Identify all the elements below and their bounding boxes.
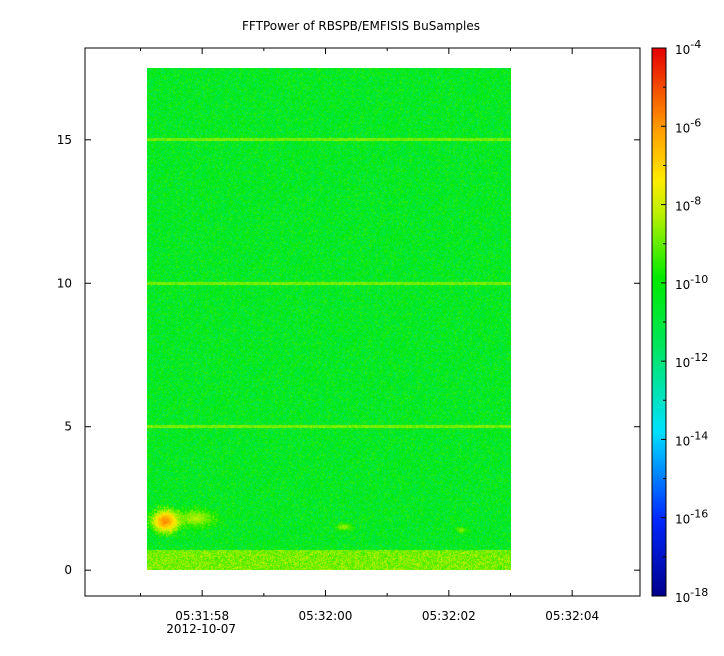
- chart-title: FFTPower of RBSPB/EMFISIS BuSamples: [242, 19, 480, 33]
- colorbar-area: [652, 48, 666, 596]
- y-tick-label: 10: [57, 276, 72, 290]
- y-tick-label: 0: [64, 563, 72, 577]
- x-tick-label: 05:32:04: [545, 609, 599, 623]
- x-tick-label: 05:32:02: [422, 609, 476, 623]
- x-tick-date-label: 2012-10-07: [166, 622, 236, 636]
- colorbar-axis: 10-4 10-6 10-8 10-10 10-12 10-14 10-16 10-18: [661, 38, 708, 605]
- colorbar-tick-label: 10-4: [675, 38, 701, 57]
- colorbar-gradient: [652, 48, 666, 596]
- x-tick-label: 05:31:58: [175, 609, 229, 623]
- colorbar-tick-label: 10-14: [675, 429, 708, 448]
- spectrogram-heatmap: [147, 68, 511, 570]
- y-tick-label: 15: [57, 133, 72, 147]
- colorbar-tick-label: 10-12: [675, 351, 708, 370]
- y-axis: 0 5 10 15: [57, 133, 640, 577]
- colorbar-tick-label: 10-8: [675, 195, 701, 214]
- spectrogram-heatmap-area: [147, 68, 511, 570]
- colorbar-tick-label: 10-16: [675, 508, 708, 527]
- colorbar-tick-label: 10-10: [675, 273, 708, 292]
- y-tick-label: 5: [64, 420, 72, 434]
- colorbar-tick-label: 10-6: [675, 116, 701, 135]
- colorbar-tick-label: 10-18: [675, 586, 708, 605]
- x-tick-label: 05:32:00: [299, 609, 353, 623]
